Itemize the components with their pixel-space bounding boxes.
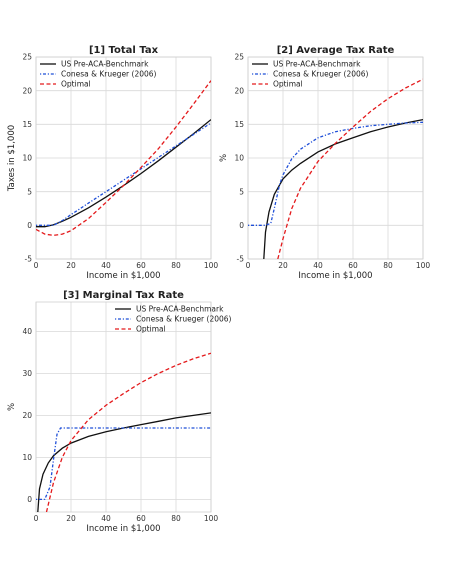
y-tick-label: 15 bbox=[22, 120, 32, 129]
plot-frame bbox=[35, 301, 212, 513]
y-tick-label: 10 bbox=[22, 453, 32, 462]
y-tick-label: 40 bbox=[22, 327, 32, 336]
y-tick-label: 5 bbox=[239, 187, 244, 196]
chart-title: [3] Marginal Tax Rate bbox=[63, 290, 184, 301]
x-tick-label: 60 bbox=[348, 261, 358, 270]
legend-label: Optimal bbox=[136, 325, 166, 334]
x-tick-label: 0 bbox=[34, 261, 39, 270]
legend-label: Conesa & Krueger (2006) bbox=[136, 315, 232, 324]
x-tick-label: 40 bbox=[101, 514, 111, 523]
series-line-1 bbox=[36, 119, 211, 228]
y-tick-label: 20 bbox=[22, 86, 32, 95]
y-tick-label: 25 bbox=[22, 53, 32, 62]
x-tick-label: 0 bbox=[34, 514, 39, 523]
x-tick-label: 20 bbox=[66, 514, 76, 523]
series-line-3 bbox=[36, 80, 211, 237]
x-tick-label: 20 bbox=[66, 261, 76, 270]
x-tick-label: 20 bbox=[278, 261, 288, 270]
y-axis-label: % bbox=[7, 403, 17, 411]
series-line-3 bbox=[45, 352, 211, 512]
x-axis-label: Income in $1,000 bbox=[86, 524, 160, 534]
y-tick-label: 0 bbox=[27, 221, 32, 230]
plot-frame bbox=[35, 56, 212, 260]
y-tick-label: -5 bbox=[25, 255, 33, 264]
chart-title: [2] Average Tax Rate bbox=[277, 45, 395, 56]
y-tick-label: 20 bbox=[22, 411, 32, 420]
x-tick-label: 100 bbox=[204, 514, 219, 523]
x-tick-label: 100 bbox=[204, 261, 219, 270]
y-axis-label: Taxes in $1,000 bbox=[7, 125, 17, 192]
x-axis-label: Income in $1,000 bbox=[298, 271, 372, 281]
y-tick-label: 15 bbox=[234, 120, 244, 129]
y-tick-label: 5 bbox=[27, 187, 32, 196]
plot-frame bbox=[247, 56, 424, 260]
series-line-2 bbox=[36, 427, 211, 501]
x-axis-label: Income in $1,000 bbox=[86, 271, 160, 281]
x-tick-label: 40 bbox=[101, 261, 111, 270]
x-tick-label: 0 bbox=[246, 261, 251, 270]
series-line-2 bbox=[36, 122, 211, 226]
legend-label: US Pre-ACA-Benchmark bbox=[61, 60, 149, 69]
chart-title: [1] Total Tax bbox=[89, 45, 159, 56]
legend-label: US Pre-ACA-Benchmark bbox=[136, 305, 224, 314]
x-tick-label: 80 bbox=[171, 261, 181, 270]
series-line-2 bbox=[248, 121, 423, 226]
series-line-1 bbox=[37, 412, 211, 512]
y-tick-label: 10 bbox=[234, 154, 244, 163]
legend-label: Optimal bbox=[61, 80, 91, 89]
chart-panel-3: 0 20 40 60 80 100 0 10 20 30 40 [3] Marginal Tax Ra… bbox=[7, 290, 232, 534]
legend-label: US Pre-ACA-Benchmark bbox=[273, 60, 361, 69]
y-tick-label: 0 bbox=[239, 221, 244, 230]
y-tick-label: 0 bbox=[27, 495, 32, 504]
series-line-1 bbox=[263, 118, 423, 259]
y-tick-label: 25 bbox=[234, 53, 244, 62]
y-tick-label: 30 bbox=[22, 369, 32, 378]
series-line-3 bbox=[277, 78, 423, 259]
legend-label: Optimal bbox=[273, 80, 303, 89]
y-axis-label: % bbox=[219, 154, 229, 162]
legend-label: Conesa & Krueger (2006) bbox=[61, 70, 157, 79]
y-tick-label: 10 bbox=[22, 154, 32, 163]
y-tick-label: -5 bbox=[237, 255, 245, 264]
x-tick-label: 100 bbox=[416, 261, 431, 270]
x-tick-label: 40 bbox=[313, 261, 323, 270]
x-tick-label: 60 bbox=[136, 514, 146, 523]
y-tick-label: 20 bbox=[234, 86, 244, 95]
x-tick-label: 80 bbox=[383, 261, 393, 270]
x-tick-label: 80 bbox=[171, 514, 181, 523]
x-tick-label: 60 bbox=[136, 261, 146, 270]
legend-label: Conesa & Krueger (2006) bbox=[273, 70, 369, 79]
